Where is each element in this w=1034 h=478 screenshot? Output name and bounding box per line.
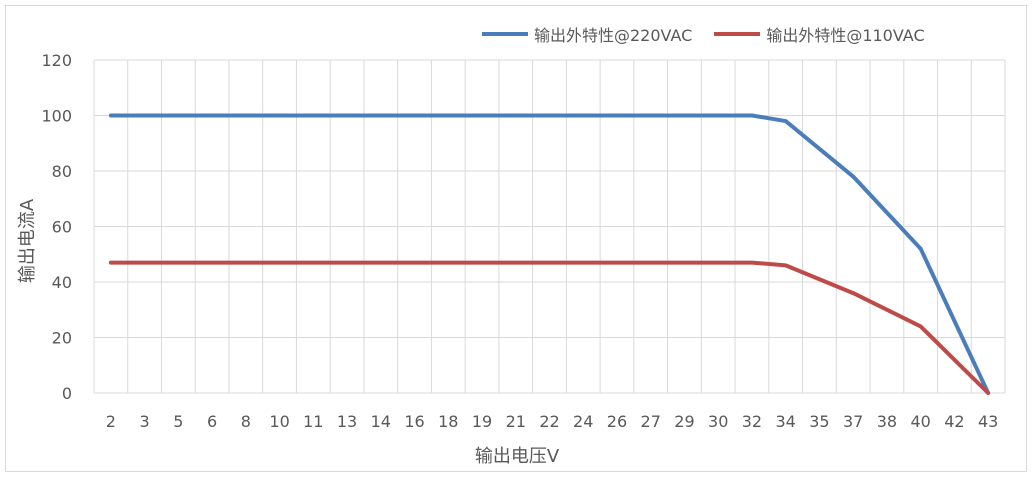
x-tick-label: 37	[843, 412, 863, 431]
legend-swatch-220vac	[482, 32, 528, 36]
series-line-1	[108, 260, 991, 395]
y-tick-label: 120	[41, 51, 72, 70]
x-tick-label: 43	[978, 412, 998, 431]
x-tick-label: 13	[337, 412, 357, 431]
legend-label-220vac: 输出外特性@220VAC	[534, 26, 693, 45]
legend-swatch-110vac	[714, 32, 761, 36]
x-tick-label: 10	[269, 412, 289, 431]
y-tick-label: 80	[52, 162, 72, 181]
y-tick-label: 40	[52, 273, 72, 292]
x-tick-label: 11	[303, 412, 323, 431]
x-tick-label: 38	[877, 412, 897, 431]
x-tick-label: 29	[674, 412, 694, 431]
legend-item-110vac: 输出外特性@110VAC	[714, 22, 925, 46]
x-tick-label: 42	[944, 412, 964, 431]
x-tick-label: 8	[241, 412, 251, 431]
x-tick-label: 26	[607, 412, 627, 431]
x-tick-label: 32	[742, 412, 762, 431]
y-tick-label: 60	[52, 218, 72, 237]
x-tick-label: 19	[472, 412, 492, 431]
x-tick-label: 16	[404, 412, 424, 431]
y-tick-label: 0	[62, 384, 72, 403]
legend: 输出外特性@220VAC 输出外特性@110VAC	[482, 22, 925, 46]
x-axis-title: 输出电压V	[474, 446, 560, 467]
chart-area	[5, 5, 1027, 472]
x-tick-label: 30	[708, 412, 728, 431]
series-lines	[108, 113, 991, 395]
x-tick-label: 27	[641, 412, 661, 431]
x-tick-label: 3	[140, 412, 150, 431]
x-tick-label: 34	[776, 412, 796, 431]
y-axis-title: 输出电流A	[17, 198, 38, 284]
x-tick-label: 14	[371, 412, 391, 431]
x-tick-label: 22	[539, 412, 559, 431]
y-axis-ticks: 0 20 40 60 80 100 120	[41, 51, 72, 403]
x-tick-label: 21	[506, 412, 526, 431]
x-tick-label: 5	[173, 412, 183, 431]
gridlines	[93, 59, 1006, 394]
x-axis-ticks: 2 3 5 6 8 10 11 13 14 16 18 19 21 22 24 26 27 29 30 32 34 35 3…	[106, 412, 999, 431]
legend-label-110vac: 输出外特性@110VAC	[766, 26, 925, 45]
y-axis-title-wrap: 输出电流A	[14, 180, 38, 300]
x-tick-label: 18	[438, 412, 458, 431]
x-tick-label: 40	[910, 412, 930, 431]
legend-item-220vac: 输出外特性@220VAC	[482, 22, 692, 46]
y-tick-label: 20	[52, 329, 72, 348]
series-line-0	[108, 113, 991, 395]
x-tick-label: 35	[809, 412, 829, 431]
x-tick-label: 24	[573, 412, 593, 431]
x-tick-label: 6	[207, 412, 217, 431]
x-tick-label: 2	[106, 412, 116, 431]
y-tick-label: 100	[41, 107, 72, 126]
